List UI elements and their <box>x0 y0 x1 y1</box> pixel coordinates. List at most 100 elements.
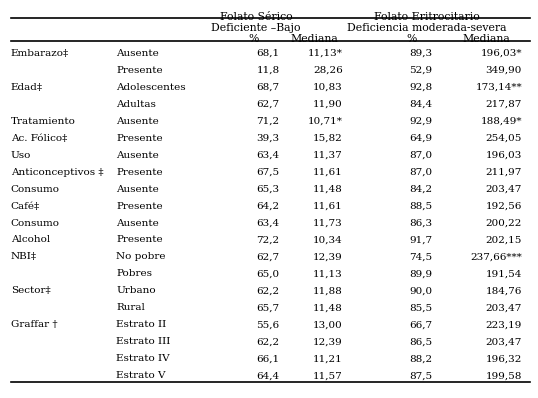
Text: 223,19: 223,19 <box>486 320 522 329</box>
Text: 10,34: 10,34 <box>313 236 343 244</box>
Text: 84,2: 84,2 <box>409 185 433 193</box>
Text: Tratamiento: Tratamiento <box>11 117 75 126</box>
Text: 90,0: 90,0 <box>409 287 433 295</box>
Text: 87,5: 87,5 <box>409 371 433 380</box>
Text: 66,1: 66,1 <box>257 354 280 363</box>
Text: Folato Eritrocitario: Folato Eritrocitario <box>374 12 480 22</box>
Text: Presente: Presente <box>116 134 162 142</box>
Text: 91,7: 91,7 <box>409 236 433 244</box>
Text: 211,97: 211,97 <box>486 168 522 177</box>
Text: 11,8: 11,8 <box>257 66 280 75</box>
Text: 11,48: 11,48 <box>313 185 343 193</box>
Text: 11,13*: 11,13* <box>308 49 343 58</box>
Text: 85,5: 85,5 <box>409 303 433 312</box>
Text: 217,87: 217,87 <box>486 100 522 109</box>
Text: 188,49*: 188,49* <box>480 117 522 126</box>
Text: Adolescentes: Adolescentes <box>116 83 186 92</box>
Text: Edad‡: Edad‡ <box>11 83 43 92</box>
Text: Adultas: Adultas <box>116 100 156 109</box>
Text: 202,15: 202,15 <box>486 236 522 244</box>
Text: No pobre: No pobre <box>116 252 166 261</box>
Text: Sector‡: Sector‡ <box>11 287 51 295</box>
Text: Mediana: Mediana <box>463 33 511 44</box>
Text: 74,5: 74,5 <box>409 252 433 261</box>
Text: 39,3: 39,3 <box>257 134 280 142</box>
Text: 64,4: 64,4 <box>257 371 280 380</box>
Text: Ausente: Ausente <box>116 150 159 160</box>
Text: 88,2: 88,2 <box>409 354 433 363</box>
Text: 11,21: 11,21 <box>313 354 343 363</box>
Text: 11,13: 11,13 <box>313 269 343 279</box>
Text: 84,4: 84,4 <box>409 100 433 109</box>
Text: 71,2: 71,2 <box>257 117 280 126</box>
Text: 203,47: 203,47 <box>486 303 522 312</box>
Text: %: % <box>248 33 258 44</box>
Text: 86,5: 86,5 <box>409 337 433 346</box>
Text: 63,4: 63,4 <box>257 219 280 228</box>
Text: 11,61: 11,61 <box>313 201 343 211</box>
Text: Deficiente –Bajo: Deficiente –Bajo <box>211 23 301 33</box>
Text: 13,00: 13,00 <box>313 320 343 329</box>
Text: 10,71*: 10,71* <box>308 117 343 126</box>
Text: Estrato III: Estrato III <box>116 337 171 346</box>
Text: 200,22: 200,22 <box>486 219 522 228</box>
Text: 15,82: 15,82 <box>313 134 343 142</box>
Text: 64,9: 64,9 <box>409 134 433 142</box>
Text: 68,1: 68,1 <box>257 49 280 58</box>
Text: 11,90: 11,90 <box>313 100 343 109</box>
Text: 65,0: 65,0 <box>257 269 280 279</box>
Text: 11,61: 11,61 <box>313 168 343 177</box>
Text: 196,03*: 196,03* <box>480 49 522 58</box>
Text: Presente: Presente <box>116 66 162 75</box>
Text: 87,0: 87,0 <box>409 168 433 177</box>
Text: 65,7: 65,7 <box>257 303 280 312</box>
Text: 92,9: 92,9 <box>409 117 433 126</box>
Text: 11,88: 11,88 <box>313 287 343 295</box>
Text: Ausente: Ausente <box>116 49 159 58</box>
Text: 64,2: 64,2 <box>257 201 280 211</box>
Text: 28,26: 28,26 <box>313 66 343 75</box>
Text: Deficiencia moderada-severa: Deficiencia moderada-severa <box>348 23 507 33</box>
Text: 196,03: 196,03 <box>486 150 522 160</box>
Text: Consumo: Consumo <box>11 219 60 228</box>
Text: Ausente: Ausente <box>116 219 159 228</box>
Text: Folato Sérico: Folato Sérico <box>220 12 292 22</box>
Text: 87,0: 87,0 <box>409 150 433 160</box>
Text: Presente: Presente <box>116 201 162 211</box>
Text: 191,54: 191,54 <box>486 269 522 279</box>
Text: NBI‡: NBI‡ <box>11 252 37 261</box>
Text: Pobres: Pobres <box>116 269 152 279</box>
Text: Presente: Presente <box>116 168 162 177</box>
Text: Consumo: Consumo <box>11 185 60 193</box>
Text: 86,3: 86,3 <box>409 219 433 228</box>
Text: 65,3: 65,3 <box>257 185 280 193</box>
Text: 68,7: 68,7 <box>257 83 280 92</box>
Text: 173,14**: 173,14** <box>476 83 522 92</box>
Text: 12,39: 12,39 <box>313 252 343 261</box>
Text: Urbano: Urbano <box>116 287 155 295</box>
Text: 12,39: 12,39 <box>313 337 343 346</box>
Text: Café‡: Café‡ <box>11 201 40 211</box>
Text: 66,7: 66,7 <box>409 320 433 329</box>
Text: 92,8: 92,8 <box>409 83 433 92</box>
Text: 11,48: 11,48 <box>313 303 343 312</box>
Text: Graffar †: Graffar † <box>11 320 57 329</box>
Text: Ac. Fólico‡: Ac. Fólico‡ <box>11 134 67 142</box>
Text: Anticonceptivos ‡: Anticonceptivos ‡ <box>11 168 103 177</box>
Text: Alcohol: Alcohol <box>11 236 50 244</box>
Text: Uso: Uso <box>11 150 31 160</box>
Text: 11,37: 11,37 <box>313 150 343 160</box>
Text: %: % <box>406 33 416 44</box>
Text: Presente: Presente <box>116 236 162 244</box>
Text: 184,76: 184,76 <box>486 287 522 295</box>
Text: Estrato II: Estrato II <box>116 320 166 329</box>
Text: 10,83: 10,83 <box>313 83 343 92</box>
Text: 196,32: 196,32 <box>486 354 522 363</box>
Text: 89,9: 89,9 <box>409 269 433 279</box>
Text: Estrato IV: Estrato IV <box>116 354 169 363</box>
Text: Embarazo‡: Embarazo‡ <box>11 49 69 58</box>
Text: 62,2: 62,2 <box>257 337 280 346</box>
Text: 11,73: 11,73 <box>313 219 343 228</box>
Text: 89,3: 89,3 <box>409 49 433 58</box>
Text: 11,57: 11,57 <box>313 371 343 380</box>
